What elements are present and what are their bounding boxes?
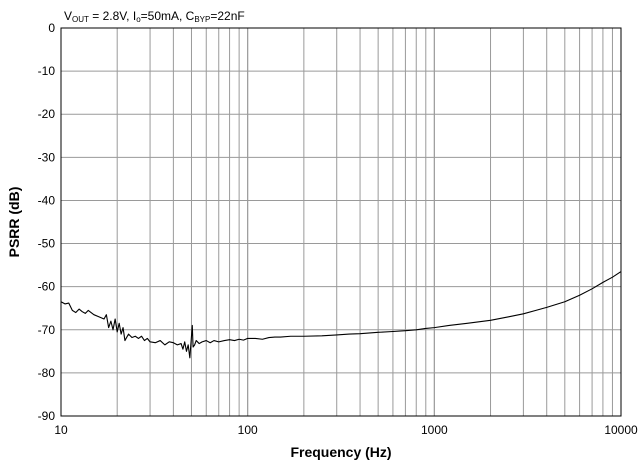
series-layer (60, 271, 622, 359)
y-tick-label: -90 (38, 409, 56, 423)
x-tick-labels: 10 100 1000 10000 (54, 423, 638, 437)
y-tick-label: -30 (38, 150, 56, 164)
y-tick-label: 0 (48, 21, 55, 35)
y-tick-label: -70 (38, 323, 56, 337)
x-tick-label: 100 (238, 423, 258, 437)
y-tick-labels: 0 -10 -20 -30 -40 -50 -60 -70 -80 -90 (38, 21, 56, 423)
x-tick-label: 10 (54, 423, 68, 437)
plot-frame (60, 27, 622, 417)
y-tick-label: -80 (38, 366, 56, 380)
y-tick-label: -20 (38, 107, 56, 121)
y-axis-title: PSRR (dB) (6, 187, 22, 258)
psrr-curve (60, 271, 622, 359)
x-tick-label: 10000 (604, 423, 638, 437)
conditions-label: VOUT = 2.8V, Io=50mA, CBYP=22nF (64, 9, 245, 24)
y-tick-label: -60 (38, 280, 56, 294)
x-tick-label: 1000 (421, 423, 448, 437)
y-tick-label: -10 (38, 64, 56, 78)
x-axis-title: Frequency (Hz) (290, 444, 391, 460)
grid (60, 27, 622, 417)
y-tick-label: -50 (38, 237, 56, 251)
y-tick-label: -40 (38, 193, 56, 207)
